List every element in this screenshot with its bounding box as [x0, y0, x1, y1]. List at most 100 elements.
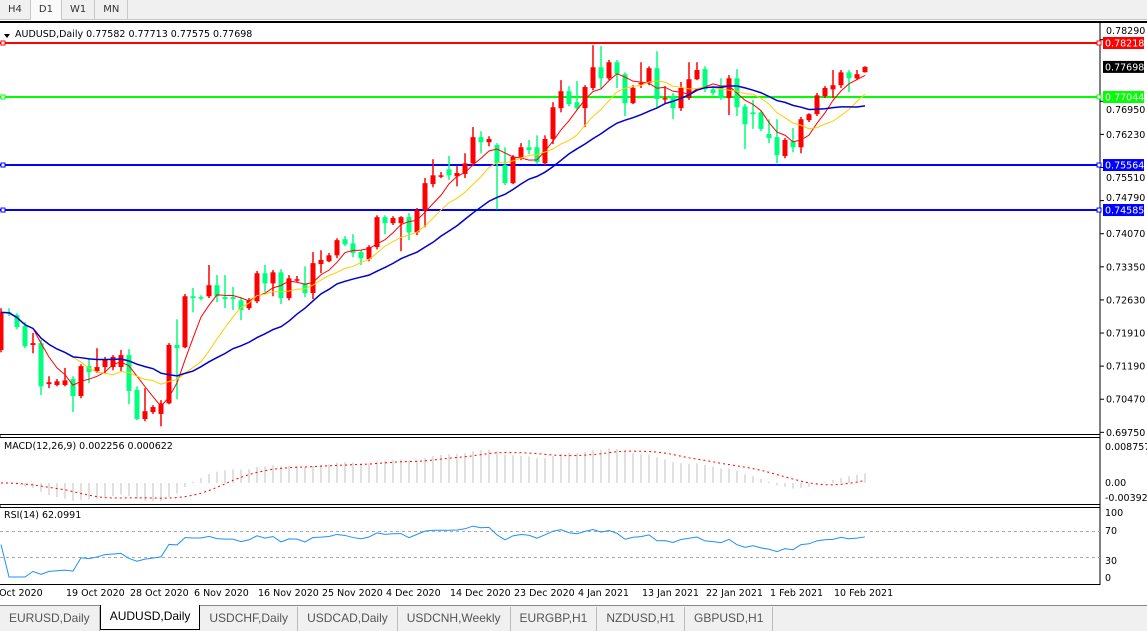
candle-body: [358, 252, 364, 259]
candle: [126, 349, 132, 405]
candle: [262, 264, 268, 293]
candles: [0, 45, 868, 427]
candle-body: [134, 390, 140, 419]
candle: [726, 75, 732, 116]
tab-gbpusd-h1[interactable]: GBPUSD,H1: [685, 607, 774, 631]
candle: [190, 287, 196, 313]
horizontal-lines[interactable]: [0, 40, 1102, 213]
candle: [582, 85, 588, 128]
panel-separator: [0, 434, 1101, 438]
line-handle: [0, 162, 6, 168]
tab-usdcad-daily[interactable]: USDCAD,Daily: [298, 607, 398, 631]
price-tick-label: 0.74790: [1106, 193, 1145, 204]
date-tick-label: 1 Feb 2021: [770, 588, 823, 599]
candle-body: [334, 240, 340, 256]
candle-body: [526, 147, 532, 151]
candle-body: [750, 112, 756, 115]
moving-average-line: [0, 73, 866, 408]
chart-header: AUDUSD,Daily 0.77582 0.77713 0.77575 0.7…: [15, 29, 252, 40]
timeframe-d1[interactable]: D1: [30, 0, 62, 20]
price-tick-label: 0.76230: [1106, 130, 1145, 141]
price-tick-label: 0.75510: [1106, 173, 1145, 184]
candle: [342, 236, 348, 247]
candle-body: [822, 87, 828, 97]
candle: [510, 155, 516, 185]
candle-body: [246, 300, 252, 309]
candle: [198, 295, 204, 301]
timeframe-h4[interactable]: H4: [0, 0, 31, 20]
price-label-box: [1103, 204, 1144, 217]
candle: [286, 275, 292, 301]
tab-audusd-daily[interactable]: AUDUSD,Daily: [99, 605, 201, 630]
candle: [278, 269, 284, 305]
candle: [382, 215, 388, 235]
candle-body: [174, 344, 180, 349]
candle: [678, 81, 684, 111]
candle: [782, 138, 788, 159]
candle-body: [254, 273, 260, 302]
candle-body: [46, 382, 52, 385]
date-tick-label: 23 Dec 2020: [514, 588, 575, 599]
price-tick-label: 0.69750: [1106, 428, 1145, 439]
candle: [830, 70, 836, 99]
candle-body: [326, 255, 332, 262]
tab-eurgbp-h1[interactable]: EURGBP,H1: [511, 607, 598, 631]
candle-body: [30, 343, 36, 345]
date-tick-label: 16 Nov 2020: [258, 588, 319, 599]
candle: [518, 143, 524, 161]
candle: [238, 297, 244, 321]
date-tick-label: 4 Jan 2021: [578, 588, 629, 599]
tab-usdcnh-weekly[interactable]: USDCNH,Weekly: [398, 607, 511, 631]
rsi-tick: 100: [1105, 508, 1123, 519]
candle-body: [382, 217, 388, 224]
candle-body: [726, 78, 732, 99]
candle: [14, 313, 20, 330]
candle-body: [182, 296, 188, 348]
price-label: 0.74585: [1105, 206, 1144, 217]
collapse-arrow-icon[interactable]: [4, 34, 10, 38]
candle-body: [270, 272, 276, 284]
candle-body: [14, 315, 20, 328]
tab-eurusd-daily[interactable]: EURUSD,Daily: [0, 607, 100, 631]
price-tick-label: 0.74070: [1106, 229, 1145, 240]
candle: [694, 62, 700, 81]
candle-body: [590, 67, 596, 88]
candle-body: [790, 141, 796, 148]
timeframe-w1[interactable]: W1: [62, 0, 96, 20]
candle-body: [446, 169, 452, 176]
candle-body: [494, 144, 500, 164]
timeframe-mn[interactable]: MN: [95, 0, 129, 20]
candle: [654, 51, 660, 109]
price-tick-label: 0.78290: [1106, 26, 1145, 37]
candle-body: [38, 343, 44, 387]
macd-tick: 0.008757: [1105, 442, 1147, 453]
candle-body: [390, 218, 396, 224]
candle-body: [94, 367, 100, 372]
date-tick-label: 28 Oct 2020: [130, 588, 189, 599]
candle: [158, 400, 164, 427]
candle-body: [718, 86, 724, 99]
candle: [222, 275, 228, 309]
price-tick-label: 0.71910: [1106, 329, 1145, 340]
candle-body: [190, 296, 196, 299]
price-label-box: [1103, 90, 1144, 103]
candle-body: [550, 107, 556, 139]
tab-usdchf-daily[interactable]: USDCHF,Daily: [200, 607, 299, 631]
tab-nzdusd-h1[interactable]: NZDUSD,H1: [597, 607, 686, 631]
macd-signal-line: [0, 450, 866, 499]
candle: [46, 376, 52, 389]
candle-body: [262, 273, 268, 284]
rsi-panel: [0, 525, 1100, 578]
candle-body: [654, 68, 660, 99]
candle: [430, 159, 436, 188]
candle: [822, 86, 828, 99]
timeframe-toolbar: H4 D1 W1 MN: [0, 0, 1147, 20]
candle: [574, 81, 580, 111]
candle: [134, 386, 140, 421]
candle: [846, 70, 852, 93]
price-label: 0.77044: [1105, 92, 1144, 103]
candle-body: [86, 366, 92, 373]
candle-body: [518, 147, 524, 157]
chart-window[interactable]: 0.78290 0.76950 0.76230 0.75510 0.74790 0.740…: [0, 21, 1147, 605]
candle-body: [710, 89, 716, 94]
